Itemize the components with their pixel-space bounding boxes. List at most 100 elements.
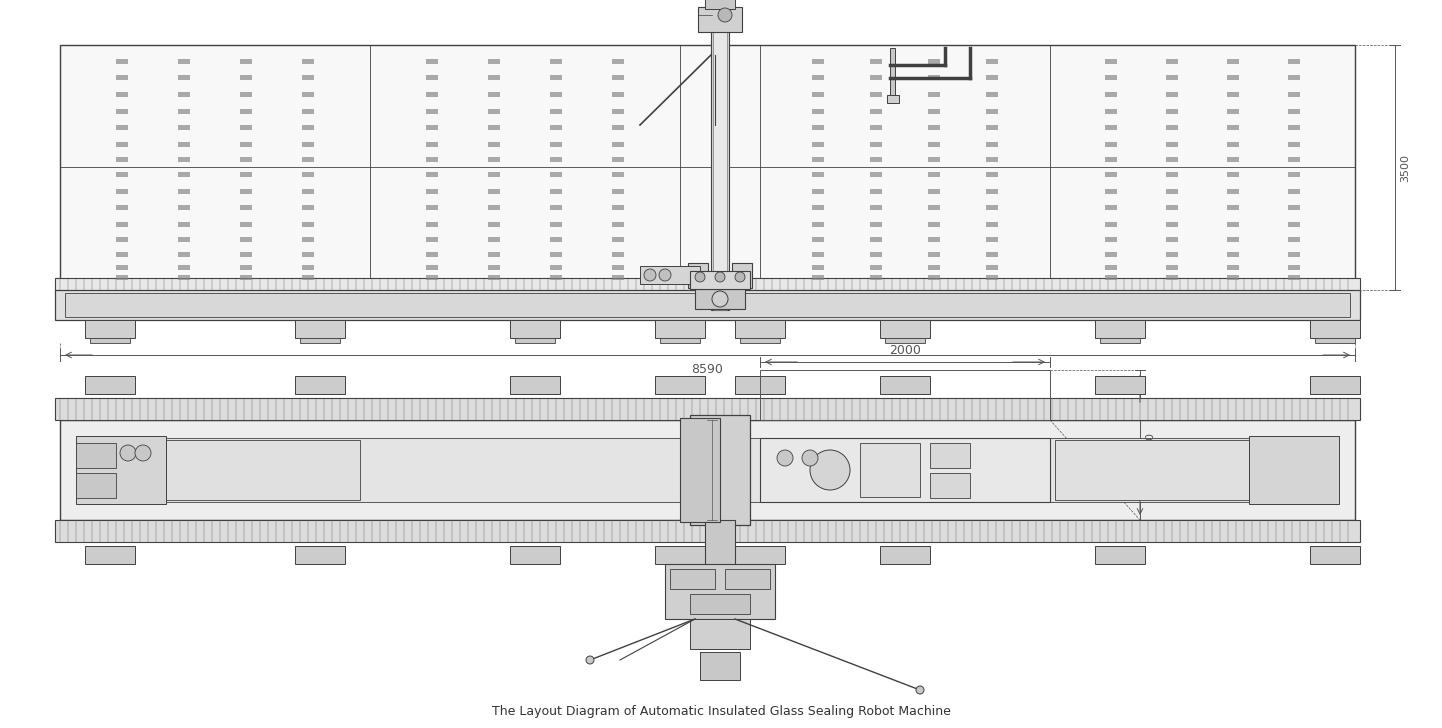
Bar xyxy=(85,546,136,564)
Bar xyxy=(1227,59,1239,64)
Bar xyxy=(1167,205,1178,210)
Bar xyxy=(177,109,190,114)
Bar xyxy=(880,320,930,338)
Bar xyxy=(296,320,345,338)
Bar xyxy=(296,376,345,394)
Bar xyxy=(549,205,562,210)
Bar xyxy=(1105,59,1118,64)
Bar xyxy=(812,172,823,177)
Bar xyxy=(1288,275,1301,280)
Bar xyxy=(986,275,998,280)
Bar xyxy=(1094,320,1145,338)
Bar xyxy=(425,75,438,80)
Bar xyxy=(1227,222,1239,227)
Bar xyxy=(1167,109,1178,114)
Bar xyxy=(115,252,128,257)
Bar xyxy=(487,92,500,97)
Bar xyxy=(929,75,940,80)
Bar xyxy=(296,546,345,564)
Bar xyxy=(239,109,252,114)
Bar xyxy=(61,45,1355,290)
Bar xyxy=(986,222,998,227)
Bar xyxy=(1167,157,1178,162)
Bar xyxy=(699,652,740,680)
Bar xyxy=(1105,205,1118,210)
Bar xyxy=(239,265,252,270)
Bar xyxy=(929,142,940,147)
Bar xyxy=(425,172,438,177)
Bar xyxy=(115,172,128,177)
Bar xyxy=(1288,157,1301,162)
Bar xyxy=(115,222,128,227)
Bar xyxy=(425,109,438,114)
Bar xyxy=(301,275,314,280)
Circle shape xyxy=(712,291,728,307)
Text: The Layout Diagram of Automatic Insulated Glass Sealing Robot Machine: The Layout Diagram of Automatic Insulate… xyxy=(492,705,950,718)
Bar xyxy=(301,189,314,194)
Circle shape xyxy=(718,8,733,22)
Bar xyxy=(78,438,1337,502)
Bar xyxy=(611,142,624,147)
Bar xyxy=(55,520,1360,542)
Bar xyxy=(1167,142,1178,147)
Bar xyxy=(611,189,624,194)
Bar xyxy=(1167,252,1178,257)
Bar xyxy=(510,320,559,338)
Bar xyxy=(301,252,314,257)
Circle shape xyxy=(585,656,594,664)
Bar xyxy=(812,75,823,80)
Bar xyxy=(177,157,190,162)
Bar xyxy=(655,546,705,564)
Bar xyxy=(1288,222,1301,227)
Bar xyxy=(1167,265,1178,270)
Bar xyxy=(1105,172,1118,177)
Bar xyxy=(65,293,1350,317)
Bar xyxy=(425,237,438,242)
Bar xyxy=(177,92,190,97)
Bar xyxy=(487,59,500,64)
Bar xyxy=(515,338,555,343)
Bar xyxy=(301,157,314,162)
Bar xyxy=(1309,376,1360,394)
Bar xyxy=(549,75,562,80)
Bar xyxy=(880,546,930,564)
Bar xyxy=(425,157,438,162)
Bar xyxy=(549,125,562,130)
Bar xyxy=(55,398,1360,420)
Circle shape xyxy=(695,272,705,282)
Bar xyxy=(1105,157,1118,162)
Bar xyxy=(760,438,1050,502)
Bar xyxy=(487,125,500,130)
Bar xyxy=(239,92,252,97)
Bar xyxy=(115,59,128,64)
Bar xyxy=(55,290,1360,320)
Bar xyxy=(929,189,940,194)
Bar xyxy=(549,189,562,194)
Bar xyxy=(986,75,998,80)
Text: 8590: 8590 xyxy=(692,363,724,376)
Bar xyxy=(929,252,940,257)
Bar xyxy=(1105,252,1118,257)
Circle shape xyxy=(916,686,924,694)
Bar xyxy=(177,59,190,64)
Bar xyxy=(660,338,699,343)
Bar xyxy=(510,546,559,564)
Bar xyxy=(140,440,360,500)
Bar xyxy=(705,520,735,572)
Bar xyxy=(665,564,774,619)
Bar xyxy=(870,142,883,147)
Bar xyxy=(549,265,562,270)
Bar xyxy=(812,265,823,270)
Bar xyxy=(239,275,252,280)
Bar xyxy=(425,92,438,97)
Bar xyxy=(880,376,930,394)
Bar xyxy=(870,59,883,64)
Bar xyxy=(549,142,562,147)
Bar xyxy=(1167,237,1178,242)
Bar xyxy=(549,172,562,177)
Bar xyxy=(870,109,883,114)
Bar xyxy=(1227,189,1239,194)
Bar xyxy=(1288,252,1301,257)
Bar xyxy=(611,92,624,97)
Bar xyxy=(1309,546,1360,564)
